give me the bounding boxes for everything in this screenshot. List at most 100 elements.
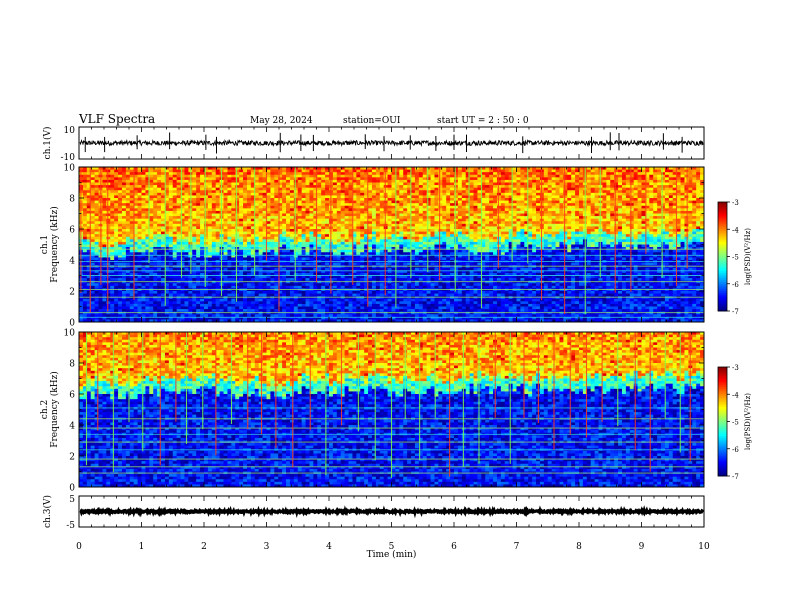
spec1-cell bbox=[192, 205, 197, 209]
spec1-cell bbox=[383, 267, 388, 271]
spec1-cell bbox=[157, 319, 162, 323]
spec1-cell bbox=[278, 236, 283, 240]
spec1-cell bbox=[188, 309, 193, 313]
spec1-cell bbox=[98, 296, 103, 300]
spec1-cell bbox=[383, 169, 388, 173]
spec1-cell bbox=[243, 167, 248, 170]
spec1-cell bbox=[227, 231, 232, 235]
spec1-cell bbox=[192, 296, 197, 300]
spec1-cell bbox=[360, 257, 365, 261]
spec1-cell bbox=[207, 174, 213, 178]
spec1-cell bbox=[352, 288, 357, 292]
spec1-cell bbox=[383, 231, 388, 235]
spec1-cell bbox=[309, 275, 314, 279]
spec1-cell bbox=[82, 291, 88, 294]
spec1-cell bbox=[383, 283, 388, 287]
spec1-cell bbox=[227, 179, 232, 183]
spec1-cell bbox=[371, 182, 377, 186]
spec1-cell bbox=[157, 306, 162, 310]
spec1-cell bbox=[180, 200, 185, 204]
spec1-cell bbox=[137, 218, 142, 222]
spec1-cell bbox=[266, 174, 271, 178]
spec1-cell bbox=[258, 272, 263, 276]
spec1-cell bbox=[270, 278, 275, 282]
spec1-cell bbox=[168, 280, 174, 284]
spec1-cell bbox=[336, 288, 342, 292]
spec1-cell bbox=[153, 169, 158, 173]
spec1-cell bbox=[368, 293, 373, 297]
spec1-cell bbox=[145, 200, 150, 204]
spec1-cell bbox=[246, 278, 252, 282]
spec1-cell bbox=[387, 190, 392, 194]
spec1-cell bbox=[223, 216, 228, 220]
spec1-cell bbox=[352, 293, 357, 297]
spec1-cell bbox=[371, 213, 377, 217]
spec1-cell bbox=[192, 172, 197, 176]
spec1-cell bbox=[356, 241, 361, 245]
spec1-cell bbox=[110, 234, 115, 238]
spec1-cell bbox=[207, 229, 213, 232]
spec1-cell bbox=[207, 280, 213, 284]
spec1-cell bbox=[114, 254, 119, 258]
spec1-cell bbox=[110, 309, 115, 313]
spec1-cell bbox=[82, 229, 88, 232]
spec1-cell bbox=[391, 210, 396, 214]
spec1-cell bbox=[125, 195, 131, 199]
spec1-cell bbox=[207, 236, 213, 240]
spec1-cell bbox=[262, 285, 267, 289]
spec1-cell bbox=[368, 252, 373, 256]
spec1-cell bbox=[379, 309, 385, 313]
spec1-cell bbox=[121, 169, 127, 173]
spec1-cell bbox=[258, 270, 263, 274]
spec1-cell bbox=[317, 167, 322, 170]
spec1-cell bbox=[149, 190, 154, 194]
spec1-cell bbox=[391, 288, 396, 292]
spec1-cell bbox=[317, 190, 322, 194]
spec1-cell bbox=[340, 275, 346, 279]
spec1-cell bbox=[164, 319, 170, 323]
spec1-cell bbox=[137, 169, 142, 173]
spec1-cell bbox=[121, 316, 127, 320]
spec1-cell bbox=[141, 293, 146, 297]
spec1-cell bbox=[153, 303, 158, 307]
spec1-cell bbox=[282, 319, 287, 323]
spec1-cell bbox=[289, 244, 295, 248]
spec1-cell bbox=[391, 213, 396, 217]
spec1-cell bbox=[262, 244, 267, 248]
spec1-cell bbox=[231, 187, 236, 191]
spec1-cell bbox=[301, 267, 306, 271]
spec1-cell bbox=[321, 179, 326, 183]
spec1-cell bbox=[289, 169, 295, 173]
spec1-cell bbox=[258, 190, 263, 194]
spec1-cell bbox=[215, 288, 221, 292]
spec1-cell bbox=[321, 195, 326, 199]
spec1-cell bbox=[297, 319, 303, 323]
spec1-cell bbox=[180, 182, 185, 186]
spec1-cell bbox=[86, 314, 92, 318]
spec1-cell bbox=[348, 306, 353, 310]
spec1-cell bbox=[344, 280, 349, 284]
spec1-cell bbox=[94, 234, 99, 238]
spec1-cell bbox=[215, 311, 221, 315]
spec1-cell bbox=[200, 298, 205, 302]
spec1-cell bbox=[246, 303, 252, 307]
spec1-cell bbox=[387, 229, 392, 232]
spec1-cell bbox=[297, 270, 303, 274]
spec1-cell bbox=[286, 306, 291, 310]
spec1-cell bbox=[172, 291, 178, 294]
spec1-cell bbox=[270, 241, 275, 245]
spec1-cell bbox=[90, 296, 96, 300]
spec1-cell bbox=[364, 177, 369, 181]
spec1-cell bbox=[106, 285, 111, 289]
spec1-cell bbox=[270, 309, 275, 313]
spec1-cell bbox=[200, 226, 205, 230]
spec1-cell bbox=[340, 177, 346, 181]
spec1-cell bbox=[293, 177, 299, 181]
spec1-cell bbox=[325, 301, 330, 305]
spec1-cell bbox=[133, 190, 138, 194]
spec1-cell bbox=[321, 174, 326, 178]
spec1-cell bbox=[82, 182, 88, 186]
spec1-cell bbox=[211, 200, 217, 204]
spec1-cell bbox=[196, 298, 201, 302]
spec1-cell bbox=[161, 270, 166, 274]
